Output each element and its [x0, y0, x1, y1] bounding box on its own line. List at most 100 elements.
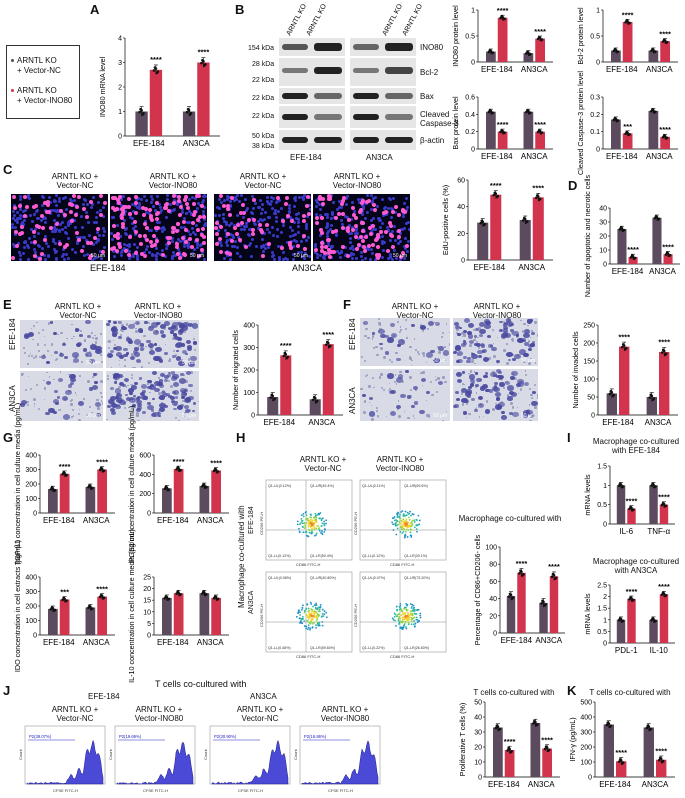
- pore-dot: [124, 365, 126, 367]
- edu-positive-dot: [283, 202, 288, 207]
- pore-dot: [130, 383, 132, 385]
- edu-positive-dot: [375, 233, 380, 238]
- nucleus-dot: [257, 205, 261, 209]
- nucleus-dot: [351, 257, 355, 261]
- nucleus-dot: [182, 216, 186, 220]
- nucleus-dot: [100, 257, 104, 261]
- stained-cell: [191, 409, 196, 413]
- nucleus-dot: [361, 205, 365, 209]
- pore-dot: [79, 408, 81, 410]
- flow-event: [394, 524, 397, 527]
- stained-cell: [147, 401, 151, 405]
- nucleus-dot: [345, 197, 349, 201]
- nucleus-dot: [196, 201, 200, 205]
- bar: [549, 576, 559, 633]
- nucleus-dot: [221, 213, 225, 217]
- significance-mark: ****: [198, 48, 210, 57]
- edu-positive-dot: [47, 209, 52, 214]
- pore-dot: [119, 334, 122, 337]
- stained-cell: [172, 332, 178, 337]
- data-point: [553, 577, 557, 581]
- nucleus-dot: [338, 206, 342, 210]
- edu-positive-dot: [115, 206, 120, 211]
- edu-positive-dot: [327, 255, 332, 260]
- edu-positive-dot: [42, 200, 47, 205]
- pore-dot: [70, 323, 73, 326]
- edu-positive-dot: [142, 221, 147, 226]
- y-axis-label: INO80 protein level: [451, 5, 460, 67]
- y-tick-label: 20: [474, 745, 482, 752]
- pore-dot: [505, 361, 509, 365]
- pore-dot: [497, 378, 500, 381]
- stained-cell: [168, 371, 172, 375]
- edu-positive-dot: [238, 211, 243, 216]
- y-tick-label: 10: [599, 248, 607, 255]
- stained-cell: [477, 403, 485, 409]
- nucleus-dot: [194, 224, 198, 228]
- stained-cell: [176, 405, 184, 411]
- pore-dot: [376, 409, 379, 412]
- stained-cell: [184, 352, 189, 356]
- data-point: [648, 728, 652, 732]
- edu-positive-dot: [371, 203, 376, 208]
- stained-cell: [430, 349, 435, 354]
- pore-dot: [537, 334, 538, 337]
- stained-cell: [147, 385, 152, 390]
- data-point: [535, 194, 539, 197]
- flow-plot: Q1-UL(0.11%) Q1-UR(69.6%)Q1-LL(0.12%) Q1-L…: [353, 479, 447, 567]
- nucleus-dot: [277, 210, 281, 214]
- stained-cell: [507, 396, 513, 401]
- scale-bar-label: 50 μm: [393, 253, 407, 259]
- edu-positive-dot: [214, 221, 219, 226]
- stained-cell: [499, 320, 503, 324]
- pore-dot: [168, 359, 171, 363]
- data-point: [495, 195, 499, 199]
- data-point: [522, 216, 526, 220]
- nucleus-dot: [393, 211, 397, 215]
- edu-positive-dot: [80, 248, 85, 253]
- pore-dot: [426, 361, 428, 363]
- edu-positive-dot: [326, 251, 331, 256]
- nucleus-dot: [128, 245, 132, 249]
- stained-cell: [388, 389, 394, 394]
- stained-cell: [128, 391, 134, 395]
- edu-positive-dot: [399, 255, 404, 260]
- flow-event: [404, 524, 407, 527]
- bar: [497, 131, 508, 149]
- stained-cell: [511, 392, 518, 398]
- nucleus-dot: [350, 252, 354, 256]
- nucleus-dot: [222, 216, 226, 220]
- nucleus-dot: [102, 233, 106, 237]
- bar: [659, 594, 669, 643]
- y-tick-label: 30: [474, 730, 482, 737]
- pore-dot: [92, 375, 95, 378]
- pore-dot: [360, 387, 363, 391]
- scale-bar-label: 50 μm: [521, 413, 535, 419]
- edu-positive-dot: [289, 246, 294, 251]
- y-tick-label: 0: [471, 60, 475, 67]
- y-tick-label: 4: [118, 36, 122, 43]
- stained-cell: [65, 389, 72, 395]
- y-tick-label: 20: [143, 586, 151, 593]
- stained-cell: [130, 384, 137, 390]
- nucleus-dot: [188, 233, 192, 237]
- nucleus-dot: [246, 232, 250, 236]
- nucleus-dot: [124, 232, 128, 236]
- edu-positive-dot: [197, 254, 201, 259]
- pore-dot: [368, 402, 371, 404]
- y-tick-label: 100: [25, 618, 37, 625]
- edu-positive-dot: [358, 210, 363, 215]
- nucleus-dot: [406, 221, 410, 225]
- panel-label-k: K: [567, 683, 577, 698]
- pore-dot: [441, 375, 445, 379]
- stained-cell: [421, 378, 427, 383]
- nucleus-dot: [18, 195, 22, 199]
- edu-positive-dot: [280, 218, 285, 223]
- y-tick-label: 20: [489, 613, 497, 620]
- edu-positive-dot: [323, 245, 328, 250]
- pore-dot: [371, 335, 375, 339]
- nucleus-dot: [93, 220, 97, 224]
- nucleus-dot: [79, 214, 83, 218]
- pore-dot: [448, 343, 450, 347]
